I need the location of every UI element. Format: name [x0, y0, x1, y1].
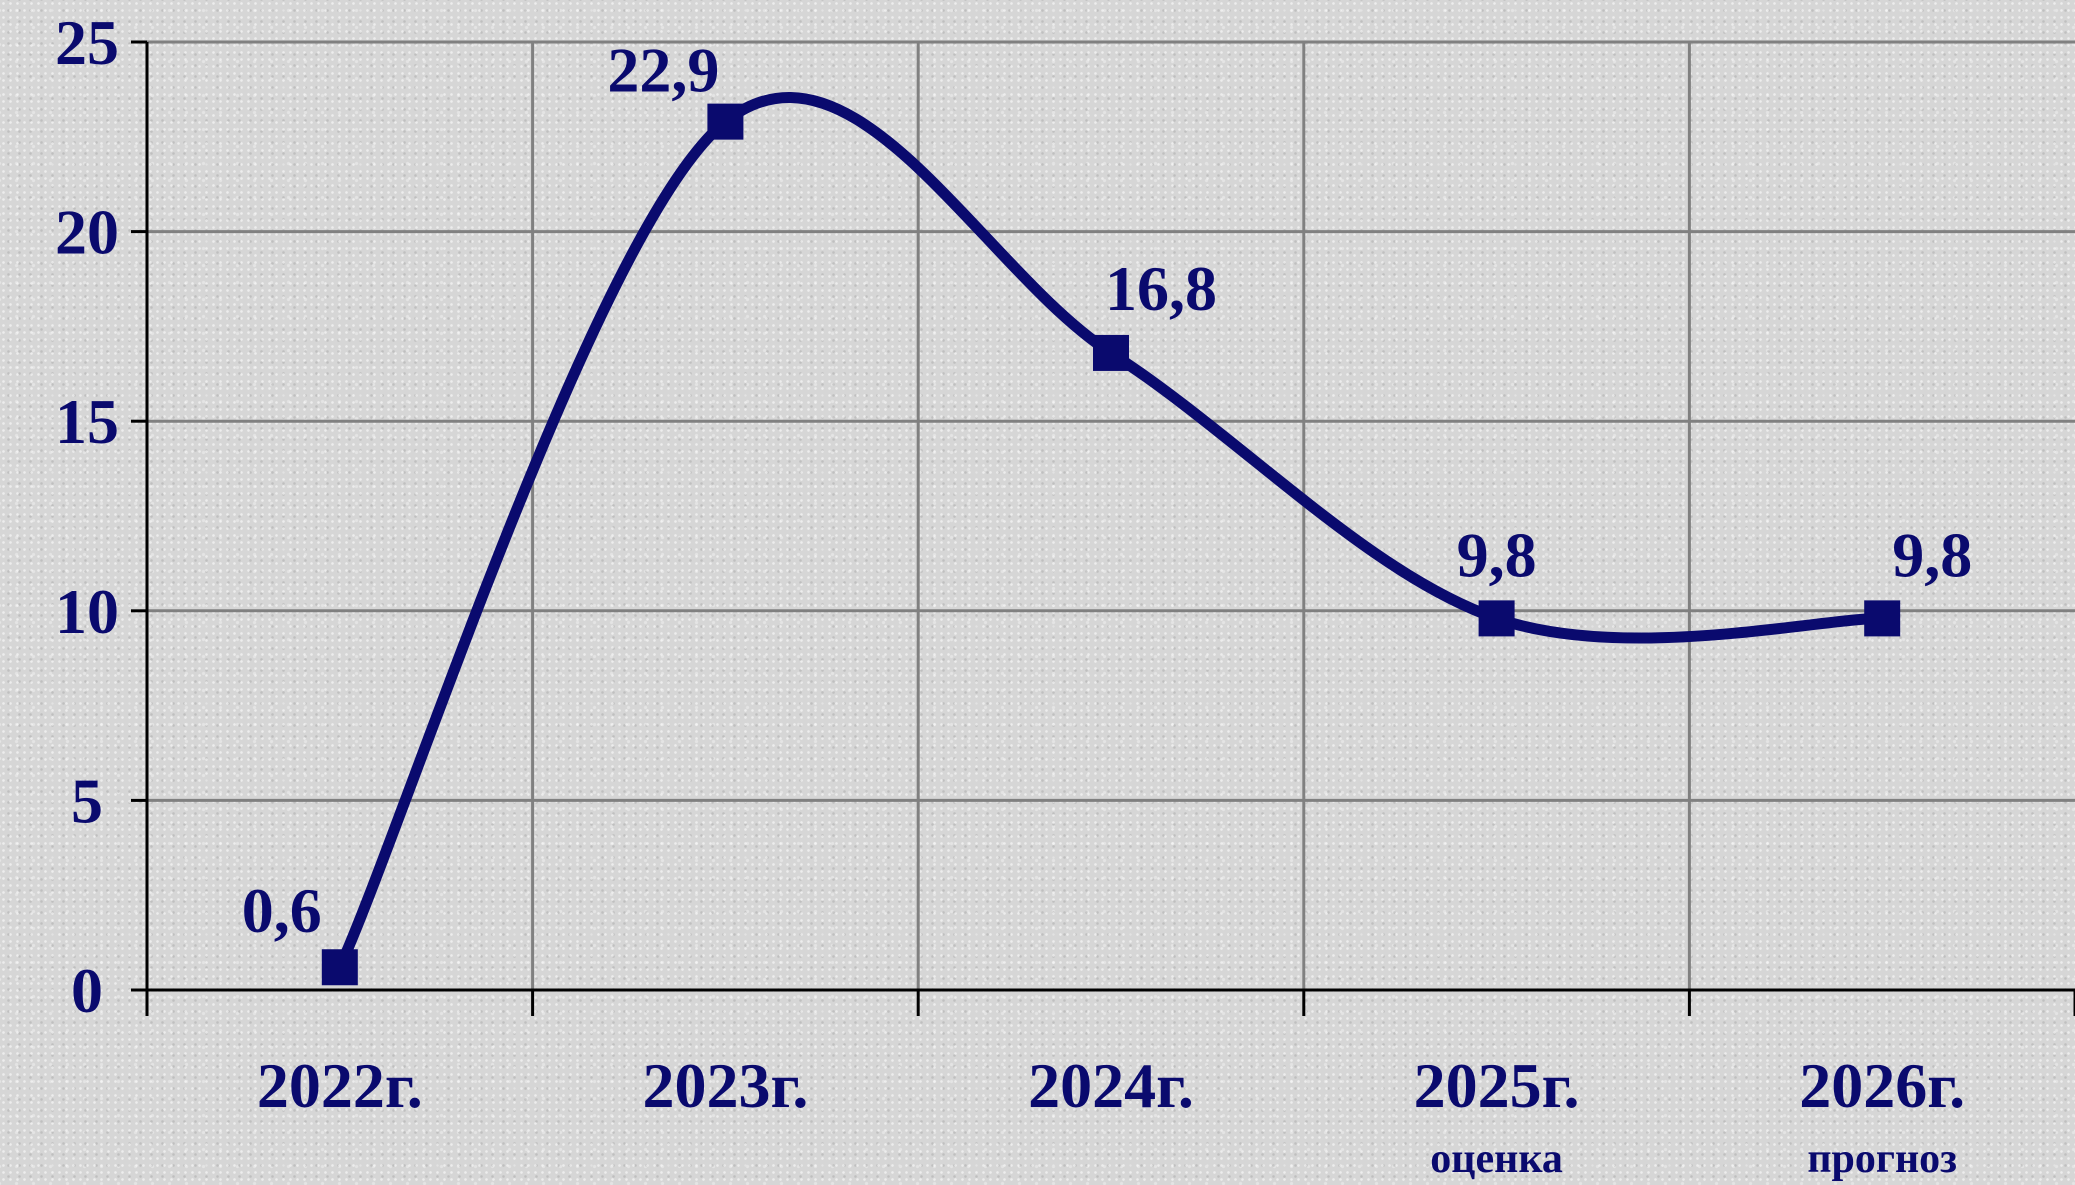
data-point-marker — [707, 103, 744, 140]
xtick-label: 2024г. — [1028, 1050, 1194, 1121]
data-point-marker — [1478, 600, 1515, 637]
series-layer — [321, 91, 1901, 986]
ytick-label: 0 — [71, 955, 103, 1026]
ytick-label: 15 — [55, 386, 119, 457]
ytick-label: 25 — [55, 7, 119, 78]
xtick-label: 2025г. — [1414, 1050, 1580, 1121]
ytick-label: 20 — [55, 197, 119, 268]
axes — [131, 40, 2075, 1016]
labels: 0 5 10 15 20 25 2022г. 2023г. 2024г. 2025г. оценка… — [55, 7, 1972, 1182]
data-label: 16,8 — [1105, 253, 1217, 324]
ytick-label: 5 — [71, 765, 103, 836]
xtick-sublabel: оценка — [1430, 1136, 1563, 1182]
series-line — [334, 91, 1888, 973]
xtick-label: 2026г. — [1799, 1050, 1965, 1121]
xtick-sublabel: прогноз — [1807, 1136, 1957, 1182]
data-point-marker — [1093, 334, 1129, 371]
data-label: 22,9 — [607, 35, 719, 106]
data-label: 9,8 — [1892, 519, 1972, 590]
xtick-label: 2023г. — [642, 1050, 808, 1121]
data-point-marker — [321, 949, 358, 986]
data-label: 9,8 — [1457, 519, 1537, 590]
xtick-label: 2022г. — [257, 1050, 423, 1121]
data-label: 0,6 — [242, 875, 322, 946]
ytick-label: 10 — [55, 576, 119, 647]
data-point-marker — [1864, 600, 1901, 637]
grid — [147, 40, 2075, 990]
